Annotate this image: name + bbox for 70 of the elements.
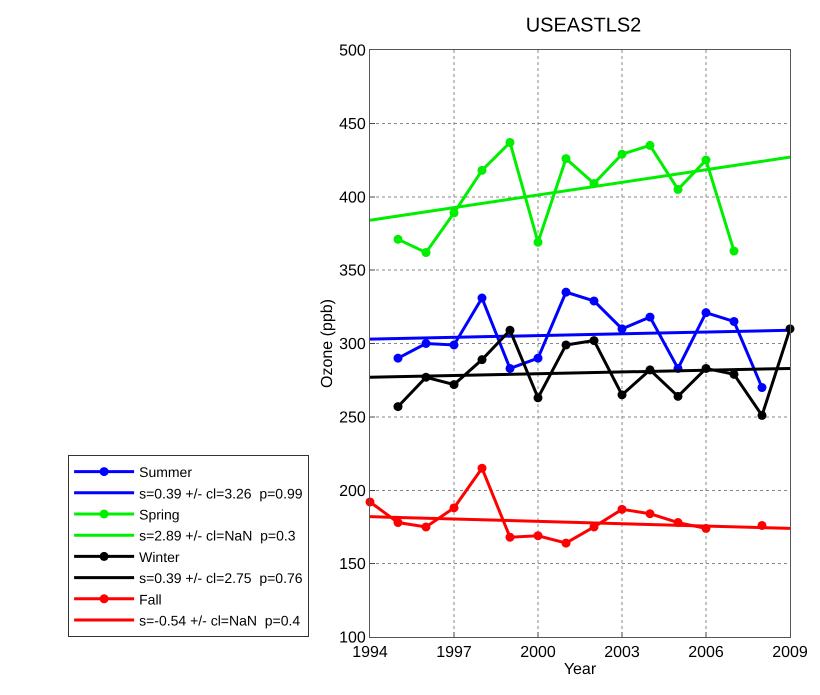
point (646, 509, 654, 518)
legend-label: s=-0.54 +/- cl=NaN p=0.4 (139, 612, 300, 628)
point (618, 324, 626, 334)
point (394, 354, 402, 363)
legend-label: Winter (139, 548, 180, 565)
point (394, 234, 402, 244)
x-tick-label: 2003 (604, 644, 640, 662)
point (590, 296, 598, 306)
legend-label: Spring (139, 506, 180, 522)
point (394, 402, 402, 412)
point (534, 531, 542, 540)
point (562, 154, 570, 164)
point (478, 294, 486, 303)
point (478, 464, 486, 473)
point (702, 308, 710, 318)
x-tick-label: 2000 (520, 644, 556, 662)
point (534, 354, 542, 363)
point (618, 504, 626, 514)
x-axis-title: Year (564, 660, 597, 678)
point (702, 156, 710, 165)
y-tick-label: 200 (339, 482, 366, 500)
legend-label: Fall (139, 591, 162, 608)
legend-label: s=2.89 +/- cl=NaN p=0.3 (139, 528, 296, 544)
y-tick-label: 250 (339, 409, 366, 426)
point (422, 522, 430, 532)
point (730, 316, 738, 326)
point (506, 326, 514, 335)
point (618, 390, 626, 400)
y-tick-label: 350 (339, 262, 366, 280)
y-tick-label: 150 (339, 556, 366, 574)
legend-label: s=0.39 +/- cl=3.26 p=0.99 (139, 485, 303, 502)
point (422, 339, 430, 348)
point (562, 288, 570, 297)
point (674, 184, 682, 194)
point (730, 246, 738, 256)
y-axis-title: Ozone (ppb) (318, 299, 336, 388)
point (758, 410, 766, 420)
point (422, 248, 430, 258)
x-tick-label: 2009 (772, 644, 808, 662)
point (590, 336, 598, 346)
point (450, 340, 458, 350)
point (450, 503, 458, 512)
point (506, 138, 514, 147)
point (562, 340, 570, 350)
legend-label: s=0.39 +/- cl=2.75 p=0.76 (139, 570, 303, 586)
point (534, 393, 542, 402)
point (674, 392, 682, 401)
y-tick-label: 450 (339, 116, 366, 133)
point (618, 150, 626, 159)
point (506, 532, 514, 542)
point (646, 140, 654, 150)
x-tick-label: 2006 (688, 644, 724, 662)
chart-title: USEASTLS2 (526, 14, 642, 36)
point (450, 380, 458, 390)
point (450, 208, 458, 218)
point (758, 383, 766, 392)
y-tick-label: 400 (339, 189, 366, 206)
point (646, 312, 654, 322)
point (506, 364, 514, 373)
x-tick-label: 1994 (352, 644, 388, 662)
x-tick-label: 1997 (436, 644, 472, 662)
point (478, 166, 486, 175)
y-tick-label: 100 (339, 630, 366, 647)
y-tick-label: 300 (339, 336, 366, 354)
legend-label: Summer (139, 464, 192, 480)
point (562, 538, 570, 548)
point (394, 518, 402, 528)
point (534, 238, 542, 247)
point (478, 355, 486, 364)
y-tick-label: 500 (339, 42, 366, 60)
